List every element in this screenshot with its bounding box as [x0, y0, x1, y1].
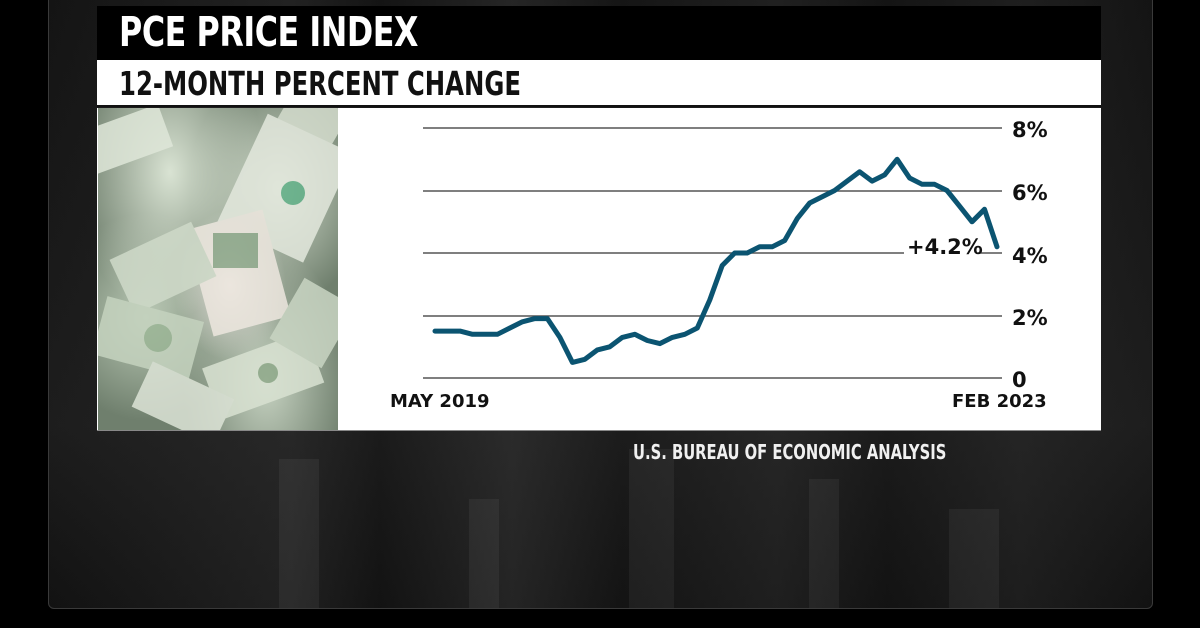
- y-tick-8: 8%: [1012, 118, 1048, 142]
- money-photo: [98, 108, 338, 430]
- source-credit: U.S. BUREAU OF ECONOMIC ANALYSIS: [633, 440, 947, 464]
- background-decoration: [49, 429, 1152, 608]
- chart-subtitle: 12-MONTH PERCENT CHANGE: [119, 64, 521, 103]
- pce-line: [432, 156, 1000, 365]
- chart-panel: 8% 6% 4% 2% 0 MAY 2019 FEB 2023 +4.2%: [97, 108, 1101, 431]
- y-tick-0: 0: [1012, 368, 1027, 392]
- line-chart: 8% 6% 4% 2% 0 MAY 2019 FEB 2023 +4.2%: [390, 118, 1048, 412]
- y-tick-4: 4%: [1012, 244, 1048, 268]
- x-start-label: MAY 2019: [390, 391, 490, 412]
- y-axis-labels: 8% 6% 4% 2% 0: [1012, 118, 1048, 392]
- title-bar: PCE PRICE INDEX: [97, 6, 1101, 60]
- chart-title: PCE PRICE INDEX: [119, 8, 419, 56]
- gridlines: [423, 127, 1002, 379]
- y-tick-6: 6%: [1012, 181, 1048, 205]
- dollar-bills-illustration: [98, 108, 338, 430]
- x-end-label: FEB 2023: [952, 391, 1047, 412]
- latest-value-annotation: +4.2%: [907, 235, 983, 259]
- subtitle-bar: 12-MONTH PERCENT CHANGE: [97, 60, 1101, 107]
- y-tick-2: 2%: [1012, 306, 1048, 330]
